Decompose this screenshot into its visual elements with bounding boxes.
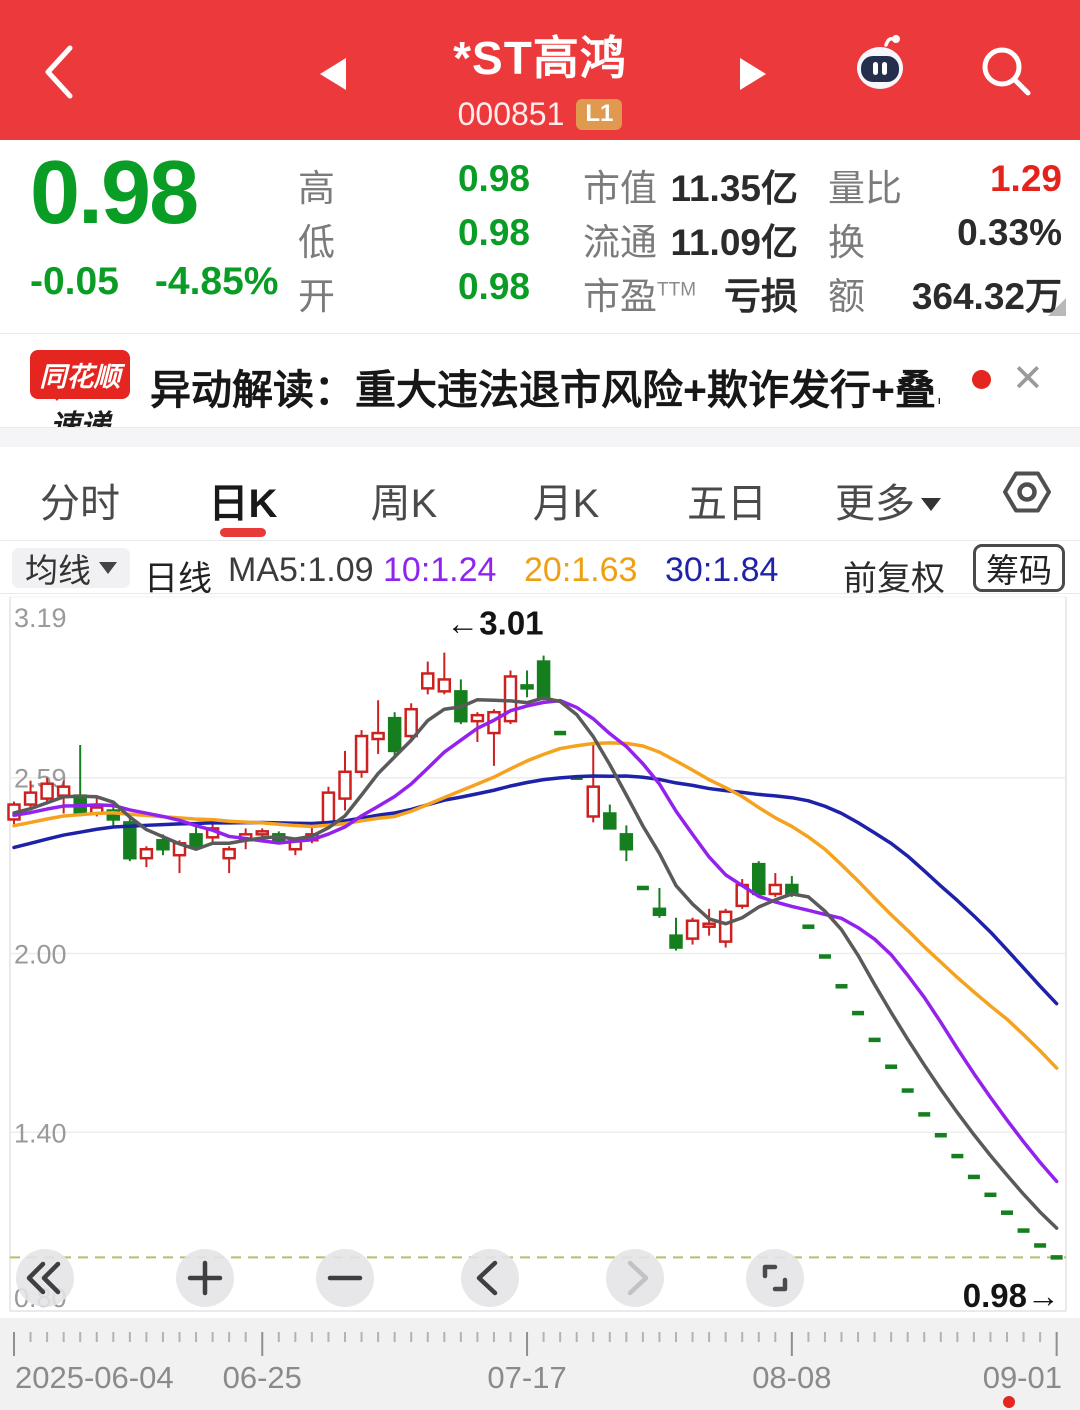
x-axis-label: 07-17 bbox=[487, 1360, 567, 1395]
amount-label: 额 bbox=[828, 276, 865, 317]
prev-stock-icon[interactable] bbox=[320, 58, 346, 90]
tab-weekly-k[interactable]: 周K bbox=[370, 482, 438, 526]
low-value: 0.98 bbox=[457, 212, 530, 253]
search-icon[interactable] bbox=[975, 40, 1037, 102]
high-value: 0.98 bbox=[457, 158, 530, 199]
float-value: 11.09亿 bbox=[670, 222, 798, 263]
ma-selector[interactable]: 均线 bbox=[12, 548, 130, 589]
next-stock-icon[interactable] bbox=[740, 58, 766, 90]
pan-left-button[interactable] bbox=[461, 1249, 519, 1307]
mktcap-label: 市值 bbox=[583, 168, 657, 209]
adjust-mode[interactable]: 前复权 bbox=[843, 560, 945, 598]
ma-legend-bar: 均线 日线 MA5:1.09 10:1.24 20:1.63 30:1.84 前… bbox=[0, 541, 1080, 598]
tab-monthly-k[interactable]: 月K bbox=[532, 482, 600, 526]
x-axis-strip: 2025-06-04 06-25 07-17 08-08 09-01 bbox=[0, 1318, 1080, 1410]
turnover-label: 换 bbox=[828, 222, 865, 263]
svg-text:1.40: 1.40 bbox=[14, 1118, 67, 1148]
chip-distribution-button[interactable]: 筹码 bbox=[973, 544, 1065, 592]
tab-daily-k[interactable]: 日K bbox=[208, 482, 278, 526]
close-icon[interactable]: ✕ bbox=[1012, 358, 1044, 400]
float-label: 流通 bbox=[583, 222, 657, 263]
x-axis-label: 09-01 bbox=[982, 1360, 1062, 1395]
quote-level-badge: L1 bbox=[576, 99, 623, 130]
quote-panel[interactable]: 0.98 -0.05 -4.85% 高 0.98 低 0.98 开 0.98 市值… bbox=[0, 140, 1080, 333]
stock-title: *ST高鸿 bbox=[453, 32, 627, 84]
pe-label: 市盈TTM bbox=[583, 276, 697, 317]
zoom-out-button[interactable] bbox=[316, 1249, 374, 1307]
active-tab-underline bbox=[220, 528, 266, 537]
tab-minute[interactable]: 分时 bbox=[40, 482, 120, 526]
chevron-down-icon bbox=[99, 562, 117, 574]
price-change: -0.05 -4.85% bbox=[30, 260, 314, 304]
ma5-legend: MA5:1.09 bbox=[228, 551, 374, 589]
unread-dot bbox=[972, 370, 991, 389]
fullscreen-button[interactable] bbox=[746, 1249, 804, 1307]
expand-corner-icon[interactable] bbox=[1048, 298, 1066, 316]
gear-icon[interactable] bbox=[1000, 465, 1054, 519]
chevron-down-icon bbox=[921, 498, 941, 511]
zoom-in-button[interactable] bbox=[176, 1249, 234, 1307]
ma10-legend: 10:1.24 bbox=[383, 551, 497, 589]
x-axis-label: 06-25 bbox=[222, 1360, 302, 1395]
x-axis-label: 08-08 bbox=[752, 1360, 832, 1395]
change-value: -0.05 bbox=[30, 260, 119, 303]
amount-value: 364.32万 bbox=[911, 276, 1062, 317]
app-header: *ST高鸿 000851 L1 bbox=[0, 0, 1080, 140]
ma20-legend: 20:1.63 bbox=[524, 551, 638, 589]
x-axis-label: 2025-06-04 bbox=[15, 1360, 174, 1395]
pe-value: 亏损 bbox=[724, 276, 798, 317]
low-label: 低 bbox=[298, 222, 335, 263]
kline-chart[interactable]: 3.192.592.001.400.80←3.010.98→ bbox=[0, 595, 1080, 1318]
last-price: 0.98 bbox=[30, 143, 199, 243]
turnover-value: 0.33% bbox=[957, 212, 1062, 253]
open-value: 0.98 bbox=[457, 266, 530, 307]
tab-five-day[interactable]: 五日 bbox=[687, 482, 767, 526]
svg-text:←3.01: ←3.01 bbox=[446, 605, 543, 642]
svg-text:3.19: 3.19 bbox=[14, 603, 67, 633]
volratio-value: 1.29 bbox=[989, 158, 1062, 199]
ma30-legend: 30:1.84 bbox=[665, 551, 779, 589]
tab-more[interactable]: 更多 bbox=[835, 471, 941, 529]
back-icon[interactable] bbox=[40, 42, 80, 102]
pan-right-button[interactable] bbox=[606, 1249, 664, 1307]
high-label: 高 bbox=[298, 168, 335, 209]
latest-date-dot bbox=[1003, 1396, 1015, 1408]
change-percent: -4.85% bbox=[154, 260, 279, 303]
svg-text:0.98→: 0.98→ bbox=[963, 1277, 1060, 1314]
open-label: 开 bbox=[298, 276, 335, 317]
ai-assistant-icon[interactable] bbox=[848, 30, 912, 94]
period-label: 日线 bbox=[144, 560, 212, 598]
period-tabbar: 分时 日K 周K 月K 五日 更多 bbox=[0, 447, 1080, 540]
svg-text:2.00: 2.00 bbox=[14, 940, 67, 970]
mktcap-value: 11.35亿 bbox=[670, 168, 798, 209]
news-ticker[interactable]: 同花顺 速递 异动解读：重大违法退市风险+欺诈发行+叠... ✕ bbox=[0, 334, 1080, 450]
volratio-label: 量比 bbox=[828, 168, 902, 209]
stock-code: 000851 bbox=[457, 96, 565, 132]
rewind-button[interactable] bbox=[16, 1249, 74, 1307]
pe-ttm-sup: TTM bbox=[657, 279, 697, 301]
ticker-headline[interactable]: 异动解读：重大违法退市风险+欺诈发行+叠... bbox=[150, 367, 940, 413]
